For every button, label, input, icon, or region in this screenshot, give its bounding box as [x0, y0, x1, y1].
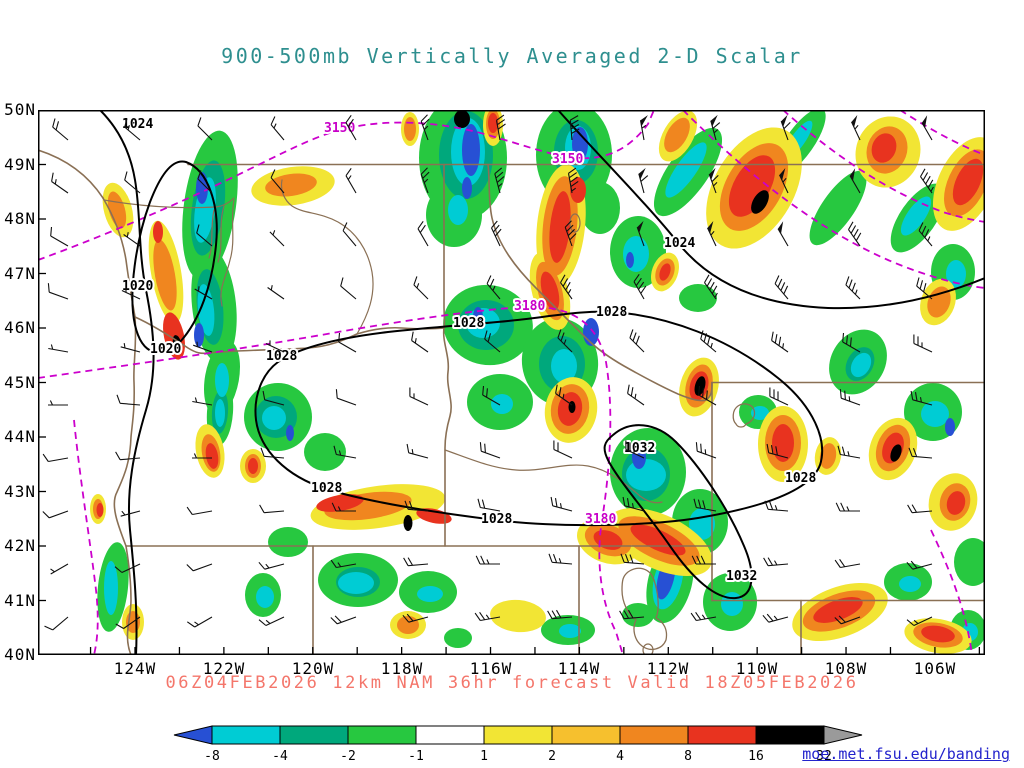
- lat-axis-label: 47N: [4, 263, 36, 283]
- lat-axis-label: 40N: [4, 645, 36, 664]
- lat-axis-label: 49N: [4, 154, 36, 174]
- lat-axis-label: 45N: [4, 372, 36, 392]
- colorbar-tick-label: 32: [816, 749, 832, 764]
- lat-axis-label: 41N: [4, 590, 36, 610]
- mslp-contour-label: 1028: [266, 349, 297, 364]
- lon-axis-label: 106W: [913, 659, 957, 678]
- lon-axis-label: 108W: [824, 659, 868, 678]
- lon-axis-label: 110W: [735, 659, 779, 678]
- colorbar-segment: [211, 725, 281, 745]
- colorbar-segment: [483, 725, 553, 745]
- lat-axis-label: 43N: [4, 481, 36, 501]
- lat-axis-label: 46N: [4, 318, 36, 337]
- mslp-contour-label: 1020: [150, 342, 181, 357]
- colorbar-tick-label: -1: [408, 749, 424, 764]
- title-line-1: 900-500mb Vertically Averaged 2-D Scalar: [221, 44, 803, 68]
- colorbar-segment: [415, 725, 485, 745]
- lon-axis-label: 122W: [202, 659, 246, 678]
- lon-axis-label: 124W: [113, 659, 157, 678]
- colorbar-tick-labels: -8 -4 -2 -1 1 2 4 8 16 32: [204, 749, 832, 764]
- mslp-contour-label: 1020: [122, 279, 153, 294]
- mslp-contour-label: 1028: [596, 305, 627, 320]
- lat-axis-label: 50N: [4, 100, 36, 119]
- banding-link[interactable]: moe.met.fsu.edu/banding: [802, 745, 1010, 763]
- height-contour-label: 3180: [585, 512, 616, 527]
- mslp-contour-label: 1028: [311, 481, 342, 496]
- mslp-contour-label: 1024: [664, 236, 695, 251]
- mslp-contour-label: 1028: [785, 471, 816, 486]
- colorbar-segment: [755, 725, 825, 745]
- colorbar-tick-label: -8: [204, 749, 220, 764]
- lon-axis-label: 114W: [557, 659, 601, 678]
- mslp-contour-label: 1032: [726, 569, 757, 584]
- mslp-contours-layer: [99, 110, 985, 655]
- mslp-contour-label: 1032: [624, 441, 655, 456]
- lat-axis-label: 44N: [4, 427, 36, 446]
- colorbar-segment: [551, 725, 621, 745]
- mslp-contour-label: 1028: [453, 316, 484, 331]
- height-contours-layer: [38, 110, 985, 655]
- colorbar-tick-label: 2: [548, 749, 556, 764]
- colorbar-tick-label: 1: [480, 749, 488, 764]
- mslp-contour-label: 1028: [481, 512, 512, 527]
- forecast-info-text: 06Z04FEB2026 12km NAM 36hr forecast Vali…: [165, 673, 859, 693]
- lat-axis-label: 42N: [4, 536, 36, 555]
- state-borders-layer: [38, 149, 985, 655]
- map-frame: [38, 110, 985, 655]
- colorbar: -8 -4 -2 -1 1 2 4 8 16 32: [173, 725, 863, 764]
- height-contour-label: 3150: [552, 152, 583, 167]
- lat-axis-label: 48N: [4, 209, 36, 228]
- weather-map: 1024 1020 1020 1028 1028 1028 1024 1028 …: [38, 110, 985, 655]
- colorbar-tick-label: -2: [340, 749, 356, 764]
- colorbar-tick-label: -4: [272, 749, 288, 764]
- wind-barbs-layer: [42, 114, 934, 631]
- colorbar-right-arrow: [823, 725, 863, 745]
- colorbar-segment: [347, 725, 417, 745]
- colorbar-segment: [687, 725, 757, 745]
- lon-axis-label: 118W: [380, 659, 424, 678]
- lon-axis-label: 120W: [291, 659, 335, 678]
- colorbar-segment: [279, 725, 349, 745]
- colorbar-tick-label: 16: [748, 749, 764, 764]
- lon-axis-label: 112W: [646, 659, 690, 678]
- height-contour-label: 3180: [514, 299, 545, 314]
- colorbar-segments: [211, 725, 825, 745]
- colorbar-segment: [619, 725, 689, 745]
- colorbar-left-arrow: [173, 725, 213, 745]
- colorbar-tick-label: 8: [684, 749, 692, 764]
- lon-axis-label: 116W: [469, 659, 513, 678]
- colorbar-tick-label: 4: [616, 749, 624, 764]
